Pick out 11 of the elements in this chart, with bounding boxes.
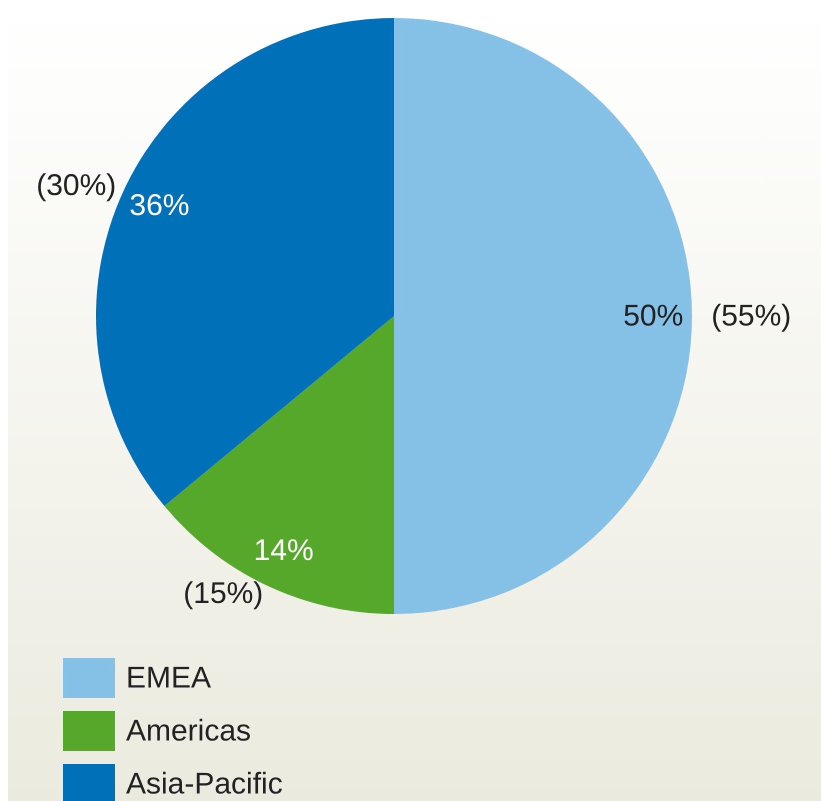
data-label: 50% xyxy=(623,300,684,332)
legend-label: Asia-Pacific xyxy=(126,768,283,800)
text: (15%) xyxy=(183,577,264,610)
data-label: 14% xyxy=(254,534,314,568)
data-label: 36% xyxy=(129,189,190,222)
text: (30%) xyxy=(36,168,116,202)
text: (55%) xyxy=(711,300,792,332)
legend-label: Americas xyxy=(126,714,252,748)
pie-slice xyxy=(394,18,692,614)
pie-slice xyxy=(164,316,394,614)
legend-label: EMEA xyxy=(126,662,212,694)
